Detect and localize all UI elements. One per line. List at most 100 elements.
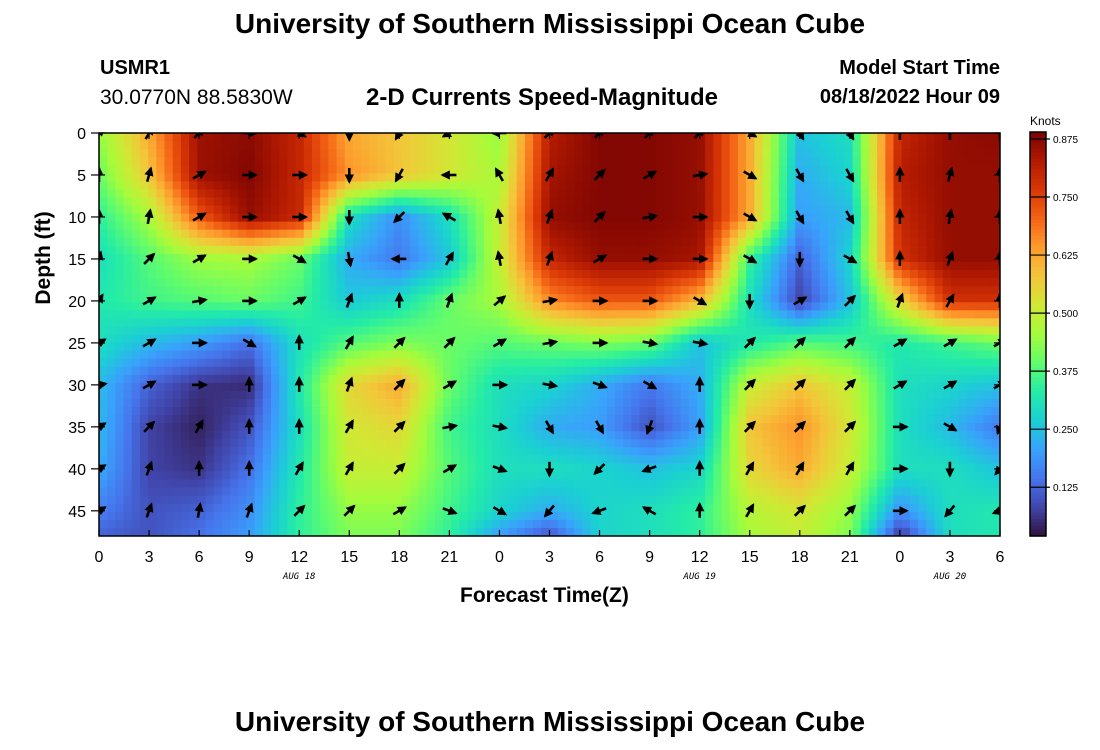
heatmap-cell <box>934 181 944 191</box>
heatmap-cell <box>99 197 108 207</box>
heatmap-cell <box>271 350 280 360</box>
heatmap-cell <box>361 261 370 271</box>
heatmap-cell <box>991 407 1000 416</box>
heatmap-cell <box>230 366 239 376</box>
heatmap-cell <box>328 310 338 319</box>
heatmap-cell <box>221 149 231 158</box>
heatmap-cell <box>885 141 895 150</box>
heatmap-cell <box>328 334 338 344</box>
heatmap-cell <box>885 157 895 166</box>
heatmap-cell <box>434 463 444 473</box>
heatmap-cell <box>524 407 534 416</box>
heatmap-cell <box>139 205 149 215</box>
heatmap-cell <box>271 423 280 432</box>
heatmap-cell <box>361 173 370 182</box>
heatmap-cell <box>172 221 182 231</box>
heatmap-cell <box>205 237 215 247</box>
heatmap-cell <box>631 221 641 231</box>
heatmap-cell <box>680 278 690 287</box>
heatmap-cell <box>369 487 379 497</box>
heatmap-cell <box>631 439 641 448</box>
heatmap-cell <box>213 495 223 505</box>
heatmap-cell <box>369 471 379 481</box>
heatmap-cell <box>156 149 166 158</box>
heatmap-cell <box>377 286 387 295</box>
heatmap-cell <box>975 237 985 247</box>
heatmap-cell <box>959 213 968 223</box>
heatmap-cell <box>729 189 739 199</box>
heatmap-cell <box>664 149 673 158</box>
heatmap-cell <box>860 471 870 481</box>
heatmap-cell <box>639 237 649 247</box>
heatmap-cell <box>983 141 993 150</box>
heatmap-cell <box>541 189 551 199</box>
heatmap-cell <box>721 423 731 432</box>
heatmap-cell <box>336 261 346 271</box>
heatmap-cell <box>688 173 698 182</box>
heatmap-cell <box>508 294 518 303</box>
heatmap-cell <box>483 173 493 182</box>
heatmap-cell <box>934 407 944 416</box>
heatmap-cell <box>885 431 895 440</box>
heatmap-cell <box>295 149 305 158</box>
heatmap-cell <box>451 197 460 207</box>
heatmap-cell <box>492 302 501 311</box>
heatmap-cell <box>696 374 706 384</box>
heatmap-cell <box>434 479 444 489</box>
heatmap-cell <box>934 342 944 352</box>
heatmap-cell <box>737 197 747 207</box>
heatmap-cell <box>877 431 886 440</box>
heatmap-cell <box>459 245 469 255</box>
heatmap-cell <box>115 173 125 182</box>
heatmap-cell <box>516 447 526 456</box>
heatmap-cell <box>508 390 518 400</box>
heatmap-cell <box>631 302 641 311</box>
heatmap-cell <box>459 181 469 191</box>
heatmap-cell <box>115 221 125 231</box>
heatmap-cell <box>713 270 723 279</box>
heatmap-cell <box>99 165 108 174</box>
heatmap-cell <box>983 189 993 199</box>
heatmap-cell <box>385 302 395 311</box>
heatmap-cell <box>221 205 231 215</box>
heatmap-cell <box>934 189 944 199</box>
heatmap-cell <box>950 133 960 142</box>
heatmap-cell <box>139 213 149 223</box>
heatmap-cell <box>524 213 534 223</box>
heatmap-cell <box>369 237 379 247</box>
heatmap-cell <box>500 318 510 328</box>
heatmap-cell <box>361 245 370 255</box>
heatmap-cell <box>238 398 248 408</box>
heatmap-cell <box>377 181 387 191</box>
heatmap-cell <box>606 390 616 400</box>
heatmap-cell <box>803 261 813 271</box>
heatmap-cell <box>238 286 248 295</box>
heatmap-cell <box>860 398 870 408</box>
heatmap-cell <box>729 294 739 303</box>
heatmap-cell <box>115 286 125 295</box>
heatmap-cell <box>934 350 944 360</box>
heatmap-cell <box>213 205 223 215</box>
heatmap-cell <box>737 141 747 150</box>
heatmap-cell <box>369 261 379 271</box>
heatmap-cell <box>361 471 370 481</box>
heatmap-cell <box>311 237 321 247</box>
heatmap-cell <box>787 165 796 174</box>
heatmap-cell <box>811 245 821 255</box>
heatmap-cell <box>836 471 845 481</box>
heatmap-cell <box>451 141 460 150</box>
heatmap-cell <box>443 205 452 215</box>
heatmap-cell <box>451 157 460 166</box>
heatmap-cell <box>311 398 321 408</box>
heatmap-cell <box>852 366 862 376</box>
heatmap-cell <box>729 197 739 207</box>
heatmap-cell <box>983 213 993 223</box>
heatmap-cell <box>606 221 616 231</box>
heatmap-cell <box>647 205 657 215</box>
heatmap-cell <box>598 390 608 400</box>
heatmap-cell <box>934 463 944 473</box>
heatmap-cell <box>877 133 886 142</box>
heatmap-cell <box>926 149 936 158</box>
heatmap-cell <box>303 358 313 368</box>
heatmap-cell <box>639 455 649 465</box>
